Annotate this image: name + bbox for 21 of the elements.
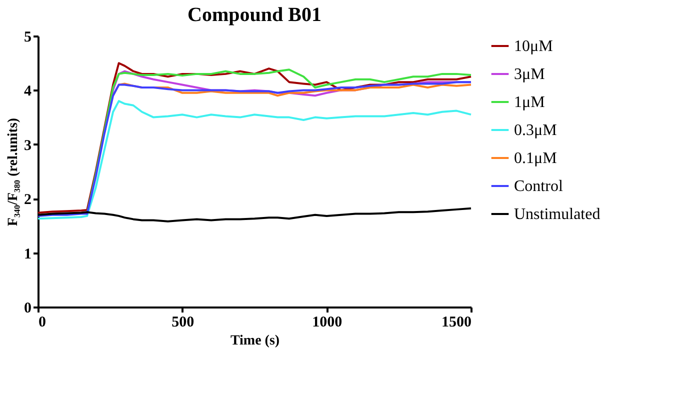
legend-label: Unstimulated (514, 206, 600, 223)
y-axis-title: F₃₄₀/F₃₈₀ (rel.units) (6, 118, 21, 226)
y-tick-label: 3 (24, 138, 32, 154)
y-tick-label: 5 (24, 30, 32, 46)
y-tick-label: 0 (24, 300, 32, 316)
legend-label: 0.1μM (514, 150, 557, 167)
y-tick-label: 4 (24, 84, 32, 100)
x-tick-label: 1500 (442, 314, 472, 330)
x-tick-label: 0 (38, 314, 46, 330)
chart-title: Compound B01 (188, 4, 322, 26)
x-tick-label: 500 (172, 314, 194, 330)
y-tick-label: 2 (24, 192, 32, 208)
x-tick-label: 1000 (312, 314, 342, 330)
legend-label: 1μM (514, 94, 545, 111)
legend-label: 0.3μM (514, 122, 557, 139)
x-axis-title: Time (s) (230, 334, 280, 348)
line-series (37, 100, 472, 220)
legend-label: 10μM (514, 38, 553, 55)
y-tick-label: 1 (24, 246, 32, 262)
legend-label: 3μM (514, 66, 545, 83)
legend-label: Control (514, 178, 564, 195)
